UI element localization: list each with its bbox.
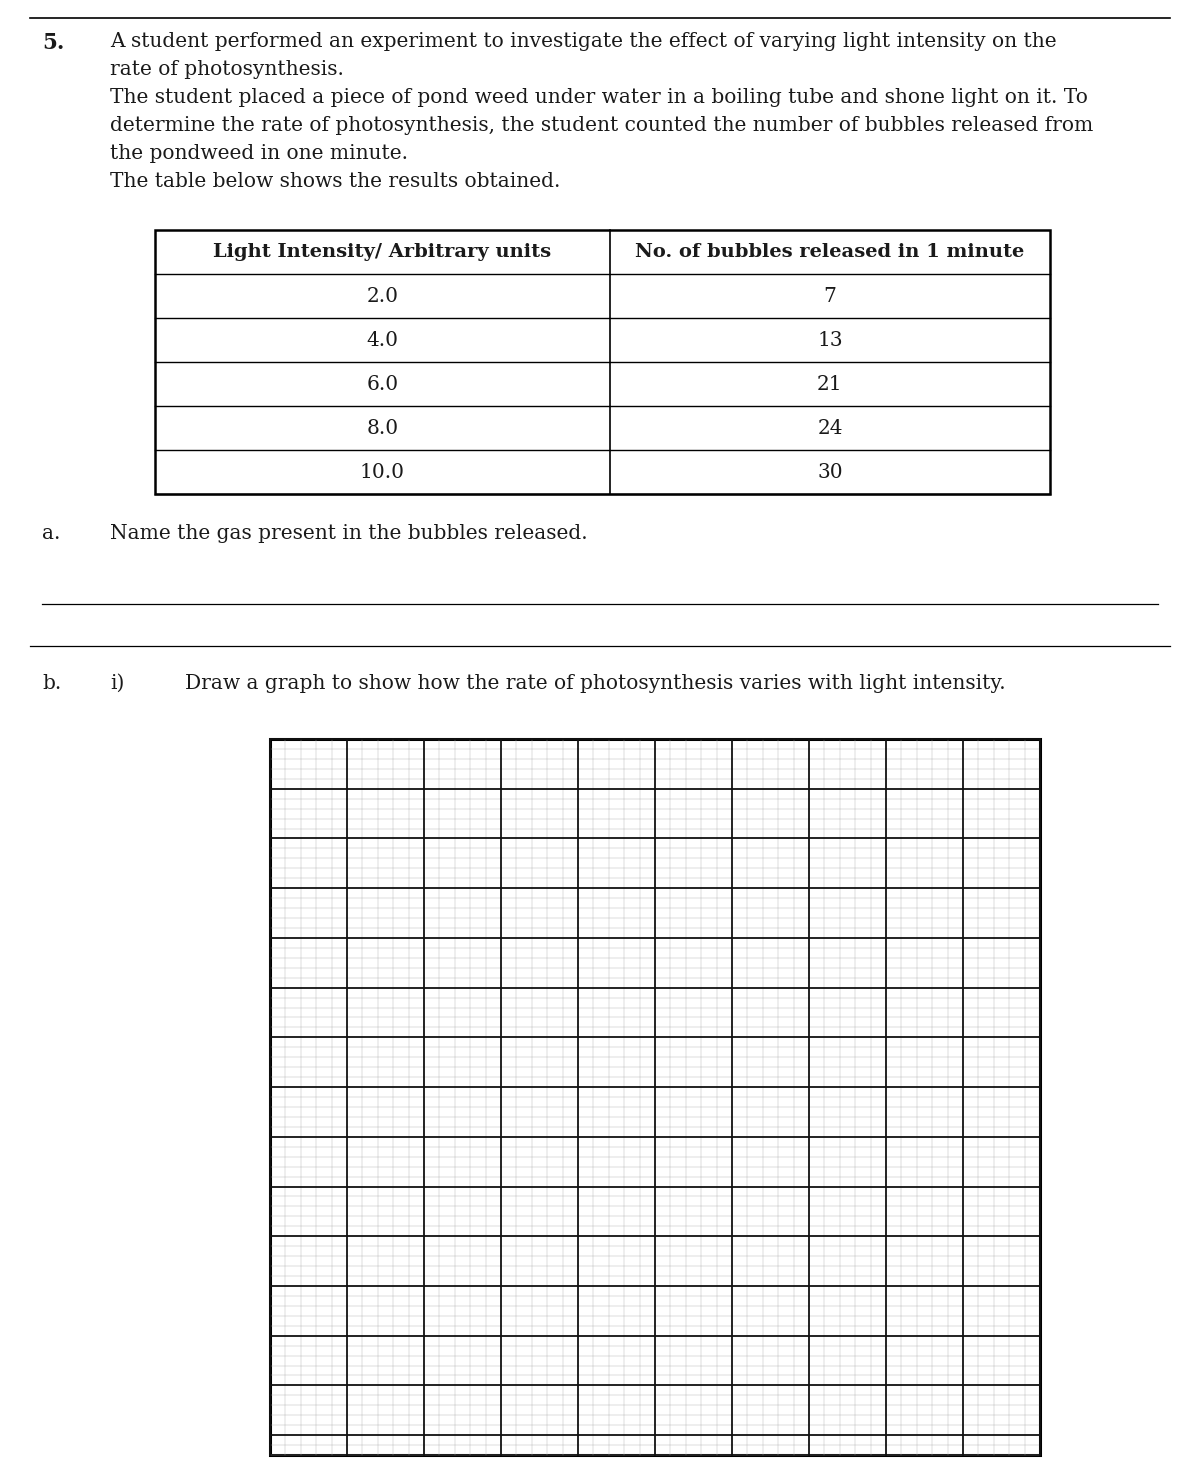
Text: 24: 24 xyxy=(817,419,842,438)
Text: 5.: 5. xyxy=(42,33,65,55)
Text: the pondweed in one minute.: the pondweed in one minute. xyxy=(110,143,408,163)
Text: 4.0: 4.0 xyxy=(366,330,398,349)
Text: 2.0: 2.0 xyxy=(366,287,398,306)
Text: b.: b. xyxy=(42,674,61,694)
Text: A student performed an experiment to investigate the effect of varying light int: A student performed an experiment to inv… xyxy=(110,33,1057,50)
Text: 21: 21 xyxy=(817,374,842,393)
Text: 6.0: 6.0 xyxy=(366,374,398,393)
Text: 8.0: 8.0 xyxy=(366,419,398,438)
Text: rate of photosynthesis.: rate of photosynthesis. xyxy=(110,61,344,78)
Bar xyxy=(155,231,1050,494)
Text: 7: 7 xyxy=(823,287,836,306)
Text: 10.0: 10.0 xyxy=(360,463,406,482)
Text: a.: a. xyxy=(42,524,60,543)
Text: The table below shows the results obtained.: The table below shows the results obtain… xyxy=(110,172,560,191)
Text: Name the gas present in the bubbles released.: Name the gas present in the bubbles rele… xyxy=(110,524,588,543)
Text: 30: 30 xyxy=(817,463,842,482)
Text: The student placed a piece of pond weed under water in a boiling tube and shone : The student placed a piece of pond weed … xyxy=(110,87,1088,106)
Bar xyxy=(270,740,1040,1455)
Text: No. of bubbles released in 1 minute: No. of bubbles released in 1 minute xyxy=(635,243,1025,260)
Text: i): i) xyxy=(110,674,125,694)
Text: determine the rate of photosynthesis, the student counted the number of bubbles : determine the rate of photosynthesis, th… xyxy=(110,115,1093,135)
Text: 13: 13 xyxy=(817,330,842,349)
Text: Draw a graph to show how the rate of photosynthesis varies with light intensity.: Draw a graph to show how the rate of pho… xyxy=(185,674,1006,694)
Text: Light Intensity/ Arbitrary units: Light Intensity/ Arbitrary units xyxy=(214,243,552,260)
